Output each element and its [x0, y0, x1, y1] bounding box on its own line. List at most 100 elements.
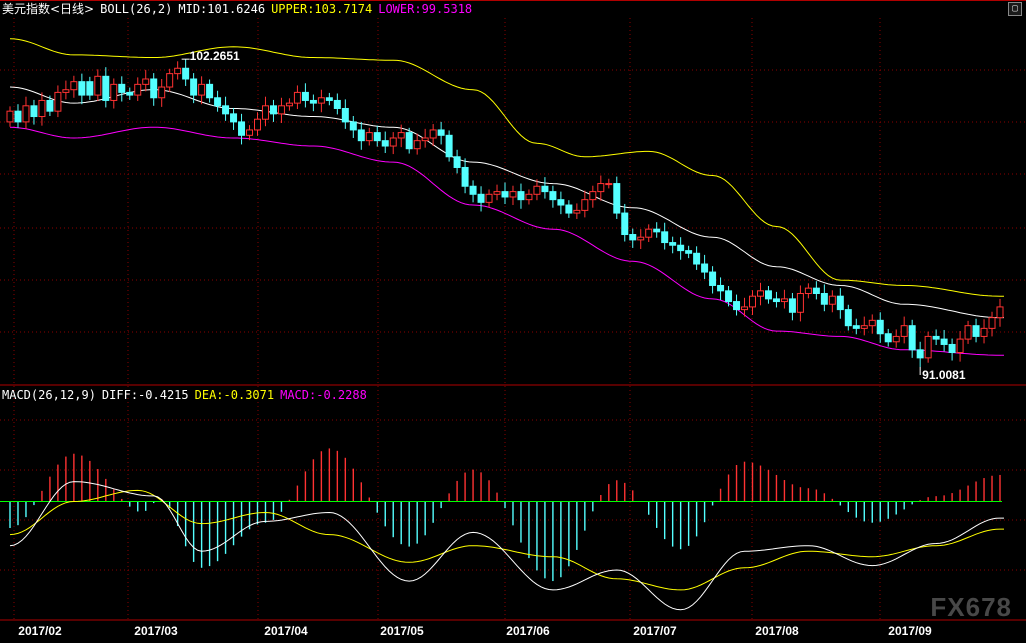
- candle-body: [956, 338, 964, 354]
- candle-body: [573, 209, 581, 214]
- main-header: 美元指数<日线> BOLL(26,2) MID:101.6246 UPPER:103.…: [2, 1, 478, 17]
- candle-body: [565, 204, 573, 214]
- candle-body: [110, 83, 118, 101]
- maximize-icon[interactable]: ▢: [1008, 2, 1022, 16]
- candle-body: [22, 105, 30, 123]
- candle-body: [365, 132, 373, 142]
- candle-body: [62, 89, 70, 93]
- x-axis-label: 2017/03: [134, 624, 178, 638]
- candle-body: [948, 343, 956, 354]
- candle-body: [517, 191, 525, 201]
- candle-body: [54, 91, 62, 112]
- candle-body: [301, 91, 309, 101]
- boll-mid-line: [9, 86, 1004, 319]
- candle-body: [86, 81, 94, 96]
- macd-macd-value: MACD:-0.2288: [280, 388, 367, 402]
- macd-label: MACD(26,12,9): [2, 388, 96, 402]
- candle-body: [246, 129, 254, 136]
- candle-body: [613, 183, 621, 214]
- candle-body: [533, 185, 541, 195]
- macd-histogram: [0, 448, 1002, 582]
- candle-body: [661, 231, 669, 244]
- candle-body: [373, 132, 381, 142]
- candle-body: [852, 325, 860, 329]
- candle-body: [381, 140, 389, 147]
- candle-body: [772, 298, 780, 303]
- candle-body: [158, 86, 166, 99]
- candle-body: [285, 102, 293, 107]
- candle-body: [717, 284, 725, 292]
- candle-body: [389, 137, 397, 147]
- candle-body: [988, 317, 996, 329]
- candle-body: [190, 78, 198, 96]
- x-axis-label: 2017/07: [633, 624, 677, 638]
- x-axis-label: 2017/05: [380, 624, 424, 638]
- boll-upper-line: [9, 38, 1004, 297]
- diff-line: [9, 481, 1004, 611]
- candle-body: [549, 191, 557, 201]
- x-axis-label: 2017/04: [264, 624, 308, 638]
- candle-body: [820, 293, 828, 305]
- candle-body: [796, 293, 804, 313]
- candle-body: [900, 325, 908, 337]
- x-axis-label: 2017/08: [755, 624, 799, 638]
- candle-body: [804, 287, 812, 295]
- candle-body: [589, 191, 597, 201]
- dea-line: [9, 489, 1004, 591]
- candle-body: [6, 110, 14, 123]
- candle-body: [421, 137, 429, 142]
- candle-body: [461, 166, 469, 187]
- candle-body: [741, 306, 749, 311]
- candle-body: [908, 325, 916, 351]
- candle-body: [206, 83, 214, 99]
- candle-body: [964, 325, 972, 340]
- candle-body: [277, 105, 285, 115]
- candle-body: [653, 228, 661, 233]
- candle-body: [764, 290, 772, 300]
- candle-body: [118, 83, 126, 93]
- candle-body: [756, 290, 764, 297]
- candle-body: [317, 97, 325, 104]
- candle-body: [621, 212, 629, 236]
- candle-body: [685, 250, 693, 254]
- candle-body: [142, 78, 150, 85]
- candle-body: [605, 183, 613, 186]
- candle-body: [477, 193, 485, 203]
- candle-body: [725, 290, 733, 303]
- candle-body: [525, 193, 533, 201]
- candle-body: [924, 335, 932, 359]
- candle-body: [94, 75, 102, 96]
- candle-body: [269, 105, 277, 115]
- candle-body: [102, 75, 110, 101]
- candle-body: [597, 183, 605, 193]
- candle-body: [932, 335, 940, 340]
- price-annotations: 102.2651 91.0081: [181, 49, 966, 382]
- candle-body: [916, 349, 924, 359]
- candle-body: [166, 73, 174, 88]
- candle-body: [557, 199, 565, 206]
- candle-body: [198, 83, 206, 96]
- candle-body: [182, 67, 190, 80]
- candle-body: [733, 301, 741, 311]
- candle-body: [645, 228, 653, 238]
- candle-body: [485, 193, 493, 203]
- macd-lines: [9, 481, 1004, 611]
- candle-body: [254, 118, 261, 131]
- candle-body: [150, 78, 158, 99]
- candle-body: [413, 140, 421, 150]
- watermark-logo: FX678: [930, 592, 1012, 622]
- candle-body: [174, 67, 182, 75]
- candle-body: [868, 319, 876, 327]
- candle-body: [581, 199, 589, 211]
- boll-upper-value: UPPER:103.7174: [271, 2, 373, 16]
- candle-body: [70, 81, 78, 91]
- candle-body: [669, 242, 677, 246]
- macd-dea-value: DEA:-0.3071: [194, 388, 275, 402]
- candle-body: [230, 113, 238, 123]
- macd-diff-value: DIFF:-0.4215: [101, 388, 189, 402]
- candle-body: [884, 333, 892, 343]
- chart-title: 美元指数<日线>: [2, 2, 95, 16]
- boll-lower-line: [9, 126, 1004, 356]
- candle-body: [309, 99, 317, 104]
